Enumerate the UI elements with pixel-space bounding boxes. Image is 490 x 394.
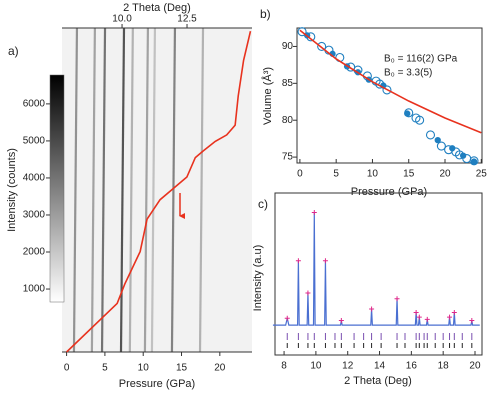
tick-label: 15 bbox=[403, 169, 415, 180]
tick-label: 20 bbox=[469, 361, 481, 372]
streak bbox=[100, 27, 107, 353]
observed-point bbox=[394, 296, 400, 302]
tick-label: 0 bbox=[64, 363, 70, 374]
x2-axis-label: 2 Theta (Deg) bbox=[123, 2, 191, 14]
tick-label: 6000 bbox=[23, 99, 46, 110]
tick-label: 12 bbox=[342, 361, 354, 372]
tick-label: 20 bbox=[439, 169, 451, 180]
observed-point bbox=[322, 258, 328, 264]
streak bbox=[143, 27, 150, 353]
streak bbox=[170, 27, 177, 353]
colorbar-label: Intensity (counts) bbox=[6, 148, 18, 232]
x-axis-label: Pressure (GPa) bbox=[351, 186, 427, 198]
observed-point bbox=[338, 318, 344, 324]
observed-point bbox=[311, 210, 317, 216]
tick-label: 14 bbox=[374, 361, 386, 372]
streak bbox=[128, 27, 134, 353]
annotation: B₀ = 3.3(5) bbox=[384, 68, 432, 79]
tick-label: 16 bbox=[406, 361, 418, 372]
observed-point bbox=[416, 314, 422, 320]
tick-label: 10 bbox=[310, 361, 322, 372]
data-point bbox=[317, 41, 327, 51]
observed-point bbox=[424, 316, 430, 322]
tick-label: 3000 bbox=[23, 210, 46, 221]
data-point bbox=[469, 156, 479, 166]
observed-point bbox=[284, 315, 290, 321]
tick-label: 5000 bbox=[23, 136, 46, 147]
x-axis-label: 2 Theta (Deg) bbox=[344, 375, 412, 387]
tick-label: 90 bbox=[282, 41, 294, 52]
tick-label: 10.0 bbox=[112, 14, 132, 25]
tick-label: 10 bbox=[367, 169, 379, 180]
panel-label: a) bbox=[8, 44, 19, 58]
tick-label: 10 bbox=[138, 363, 150, 374]
data-point bbox=[425, 130, 436, 140]
data-point bbox=[449, 145, 456, 152]
observed-point bbox=[295, 258, 301, 264]
tick-label: 85 bbox=[282, 78, 294, 89]
observed-point bbox=[451, 309, 457, 315]
tick-label: 5 bbox=[333, 169, 339, 180]
observed-point bbox=[305, 290, 311, 296]
data-point bbox=[470, 158, 478, 165]
tick-label: 18 bbox=[438, 361, 450, 372]
heatmap-background bbox=[62, 28, 252, 352]
data-point bbox=[382, 85, 392, 95]
observed-point bbox=[469, 318, 475, 324]
tick-label: 5 bbox=[102, 363, 108, 374]
data-point bbox=[459, 152, 467, 159]
data-point bbox=[434, 136, 441, 144]
tick-label: 4000 bbox=[23, 173, 46, 184]
tick-label: 25 bbox=[476, 169, 488, 180]
colorbar bbox=[49, 74, 65, 303]
tick-label: 2000 bbox=[23, 247, 46, 258]
panel-label: c) bbox=[258, 197, 268, 211]
tick-label: 75 bbox=[282, 152, 294, 163]
y-axis-label: Intensity (a.u) bbox=[252, 245, 264, 312]
fit-line bbox=[272, 212, 480, 326]
tick-label: 80 bbox=[282, 115, 294, 126]
observed-point bbox=[447, 314, 453, 320]
observed-point bbox=[413, 309, 419, 315]
observed-point bbox=[369, 306, 375, 312]
plot-frame bbox=[296, 27, 483, 164]
annotation: B₀ = 116(2) GPa bbox=[384, 54, 458, 65]
streak bbox=[198, 27, 205, 353]
data-point bbox=[297, 27, 307, 37]
streak bbox=[119, 27, 126, 353]
streak bbox=[72, 27, 79, 353]
tick-label: 8 bbox=[281, 361, 287, 372]
tick-label: 0 bbox=[297, 169, 303, 180]
data-point bbox=[404, 110, 411, 117]
tick-label: 15 bbox=[176, 363, 188, 374]
streak bbox=[150, 27, 157, 353]
pressure-curve bbox=[66, 31, 252, 353]
plot-frame bbox=[274, 192, 483, 356]
tick-label: 20 bbox=[214, 363, 226, 374]
tick-label: 12.5 bbox=[177, 14, 197, 25]
x-axis-label: Pressure (GPa) bbox=[119, 378, 195, 390]
y-axis-label: Volume (Å³) bbox=[261, 67, 274, 125]
streak bbox=[90, 27, 96, 353]
fit-line bbox=[299, 29, 482, 134]
data-point bbox=[415, 115, 425, 125]
panel-label: b) bbox=[260, 7, 271, 21]
tick-label: 1000 bbox=[23, 284, 46, 295]
data-point bbox=[436, 141, 446, 151]
